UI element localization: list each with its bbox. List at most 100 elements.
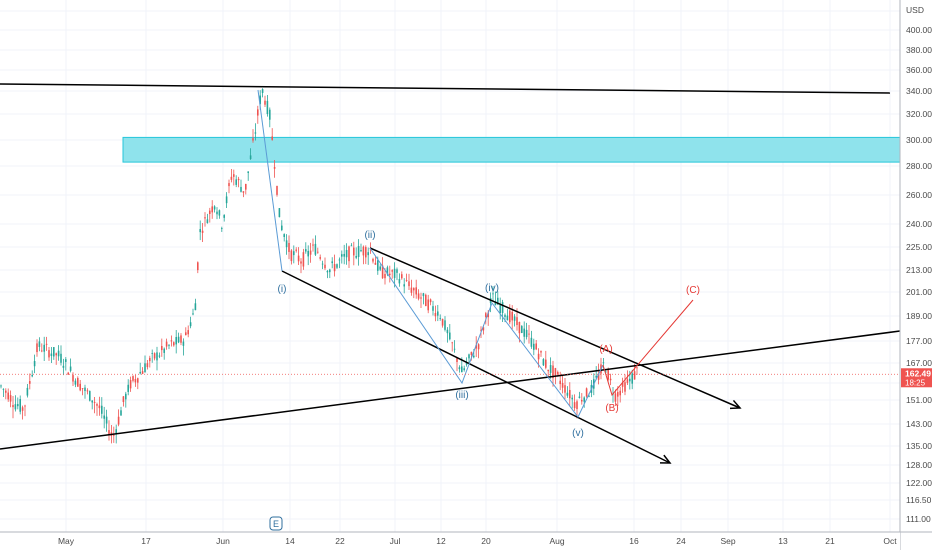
candle [245, 183, 247, 195]
candle-body [636, 367, 638, 369]
candle-body [561, 382, 564, 388]
candle-body [624, 382, 626, 392]
y-tick-label: 225.00 [906, 242, 932, 252]
y-tick-label: 143.00 [906, 419, 932, 429]
candle-body [257, 109, 259, 116]
candle-body [497, 297, 499, 305]
candle [175, 330, 177, 354]
candle [161, 338, 163, 357]
candle [237, 176, 240, 188]
candle-body [93, 401, 96, 403]
candle-body [485, 313, 487, 317]
candle [9, 390, 12, 408]
candle-body [180, 335, 182, 343]
candle-body [408, 281, 410, 287]
candle-body [338, 259, 341, 261]
candle-body [319, 257, 321, 259]
candle-body [211, 206, 213, 213]
y-axis[interactable]: USD 111.00 116.50 122.00 128.00 135.00 143.00 1… [899, 0, 932, 550]
candle [89, 390, 91, 402]
candle [57, 345, 60, 361]
candle [561, 375, 564, 394]
candle-body [336, 264, 338, 268]
candle-body [132, 376, 134, 381]
event-marker-box[interactable] [269, 516, 283, 531]
candle [141, 367, 144, 375]
candle-body [417, 293, 420, 299]
candle [228, 179, 230, 194]
candle-body [588, 395, 590, 397]
candle [5, 388, 7, 400]
candle [103, 406, 105, 429]
earnings-event-marker[interactable]: E [269, 516, 283, 531]
candle-body [252, 138, 254, 141]
candle [288, 235, 290, 260]
candle-body [410, 287, 413, 293]
candle-body [552, 365, 554, 379]
candle-body [545, 359, 547, 368]
candle [14, 395, 17, 412]
candle-body [329, 269, 331, 273]
candle [305, 242, 307, 254]
wave-label: (iv) [485, 283, 499, 294]
candle-body [153, 353, 156, 359]
candle-body [456, 358, 458, 363]
candle-body [187, 330, 189, 335]
candle [389, 265, 391, 283]
candle-body [79, 383, 81, 391]
candle [168, 344, 170, 350]
candle [223, 214, 225, 222]
x-tick-label: 14 [285, 536, 295, 546]
candle [535, 340, 537, 351]
candle [67, 371, 69, 375]
candle-body [617, 392, 619, 397]
candle [125, 391, 127, 408]
candle-body [389, 273, 391, 276]
candle [302, 248, 305, 270]
candle [156, 346, 158, 371]
candle-body [278, 208, 281, 218]
x-axis[interactable]: May 17 Jun 14 22 Jul 12 20 Aug 16 24 Sep 13 21 Oct [0, 531, 932, 550]
candle-body [2, 388, 5, 390]
wave-label: (ii) [364, 230, 375, 241]
candle-body [108, 430, 110, 436]
candle [559, 371, 561, 391]
candle-body [12, 405, 14, 408]
candle-body [341, 254, 343, 257]
candle-body [103, 415, 105, 419]
y-tick-label: 280.00 [906, 161, 932, 171]
support-trendline [0, 330, 901, 450]
candle [523, 321, 525, 344]
y-tick-label: 340.00 [906, 86, 932, 96]
candle-body [324, 264, 326, 269]
candle [41, 343, 43, 353]
y-tick-label: 300.00 [906, 135, 932, 145]
candle-body [240, 186, 242, 192]
x-tick-label: Oct [883, 536, 897, 546]
candle [336, 263, 338, 270]
candle [221, 226, 223, 232]
candle-body [242, 191, 245, 193]
candle-body [158, 355, 161, 357]
candle [621, 377, 624, 393]
candle-body [31, 375, 33, 377]
candle [365, 245, 367, 265]
candle-body [309, 250, 312, 255]
candle-body [564, 385, 566, 393]
candle-body [53, 347, 55, 357]
candle [309, 242, 312, 263]
candle-body [69, 366, 72, 371]
candle [69, 358, 72, 373]
candle-body [189, 322, 192, 327]
candle-body [194, 303, 197, 311]
candle-body [535, 343, 537, 350]
candle-body [405, 280, 408, 281]
candle [33, 354, 36, 374]
candle-body [156, 352, 158, 361]
candle [266, 94, 269, 117]
candle [446, 327, 449, 343]
candle [216, 207, 218, 220]
x-tick-label: 16 [629, 536, 639, 546]
candle-body [333, 264, 336, 272]
